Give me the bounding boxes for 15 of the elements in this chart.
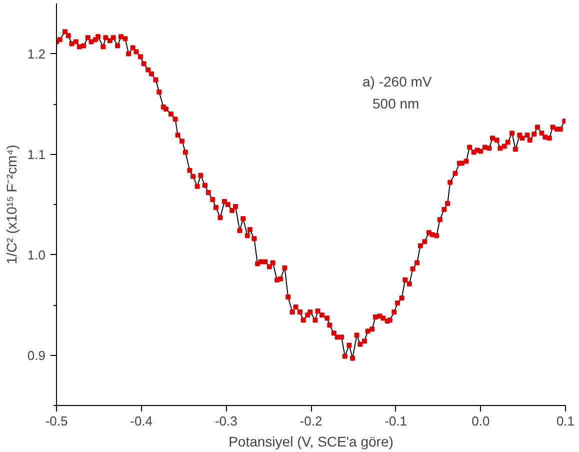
x-tick-label: -0.1 — [384, 414, 408, 428]
annotation: a) -260 mV — [362, 74, 432, 90]
y-tick-label: 1.2 — [27, 46, 46, 62]
y-axis-title: 1/C² (x10¹⁵ F⁻²cm⁴) — [3, 144, 20, 264]
x-tick-label: -0.3 — [214, 414, 238, 428]
x-axis-title: Potansiyel (V, SCE'a göre) — [228, 434, 394, 450]
x-tick-label: -0.4 — [130, 414, 153, 428]
annotation: 500 nm — [372, 96, 420, 112]
y-tick-label: 1.1 — [27, 146, 46, 162]
y-tick-label: 1.0 — [27, 247, 46, 262]
y-tick-label: 0.9 — [27, 348, 46, 363]
x-tick-label: -0.2 — [300, 414, 322, 428]
x-tick-label: 0.0 — [472, 414, 490, 428]
x-tick-label: -0.5 — [45, 414, 68, 428]
x-tick-label: 0.1 — [556, 414, 575, 428]
